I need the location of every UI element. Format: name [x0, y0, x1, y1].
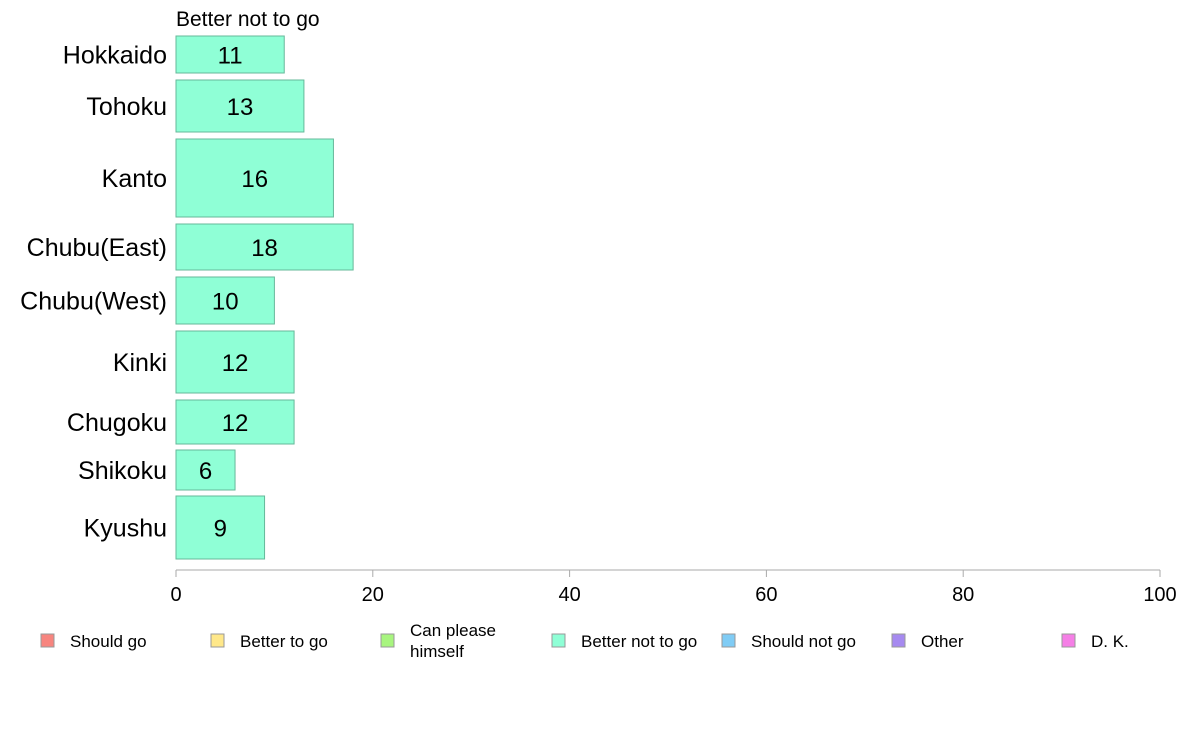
data-label: 9 — [214, 516, 227, 543]
x-axis: 0 20 40 60 80 100 — [170, 569, 1177, 606]
legend-label: Should not go — [751, 632, 856, 651]
data-label: 16 — [241, 166, 268, 193]
bar — [175, 399, 295, 445]
x-tick-label: 100 — [1143, 584, 1176, 606]
x-tick-label: 60 — [755, 584, 777, 606]
legend-swatch — [380, 633, 395, 648]
data-label: 13 — [227, 94, 254, 121]
legend-label: Other — [921, 632, 964, 651]
bar — [175, 276, 275, 325]
legend-label: Better to go — [240, 632, 328, 651]
data-label: 10 — [212, 289, 239, 316]
category-label: Kyushu — [84, 515, 167, 543]
legend-swatch — [1061, 633, 1076, 648]
bar — [175, 330, 295, 394]
bars-group: 11 13 16 18 10 12 12 6 9 — [175, 35, 354, 560]
x-tick-label: 40 — [558, 584, 580, 606]
legend: Should go Better to go Can please himself Be… — [40, 621, 1129, 661]
category-label: Hokkaido — [63, 42, 167, 70]
chart-title: Better not to go — [176, 8, 320, 31]
legend-swatch — [551, 633, 566, 648]
legend-swatch — [40, 633, 55, 648]
bar — [175, 79, 305, 133]
legend-label: Can please himself — [410, 621, 496, 661]
x-tick-label: 20 — [362, 584, 384, 606]
legend-label: Better not to go — [581, 632, 697, 651]
category-labels: Hokkaido Tohoku Kanto Chubu(East) Chubu(West… — [20, 42, 167, 543]
legend-swatch — [891, 633, 906, 648]
data-label: 12 — [222, 410, 249, 437]
category-label: Chubu(East) — [27, 234, 167, 262]
x-tick-label: 0 — [170, 584, 181, 606]
data-label: 18 — [251, 235, 278, 262]
category-label: Chugoku — [67, 409, 167, 437]
data-label: 6 — [199, 458, 212, 485]
category-label: Shikoku — [78, 457, 167, 485]
legend-swatch — [721, 633, 736, 648]
bar — [175, 449, 236, 491]
bar — [175, 138, 334, 218]
legend-swatch — [210, 633, 225, 648]
category-label: Kanto — [102, 165, 167, 193]
category-label: Kinki — [113, 349, 167, 377]
legend-label: D. K. — [1091, 632, 1129, 651]
bar — [175, 495, 266, 560]
category-label: Tohoku — [86, 93, 167, 121]
data-label: 12 — [222, 350, 249, 377]
legend-label: Should go — [70, 632, 147, 651]
category-label: Chubu(West) — [20, 288, 167, 316]
x-tick-label: 80 — [952, 584, 974, 606]
bar — [175, 35, 285, 74]
data-label: 11 — [218, 43, 243, 70]
bar — [175, 223, 354, 271]
